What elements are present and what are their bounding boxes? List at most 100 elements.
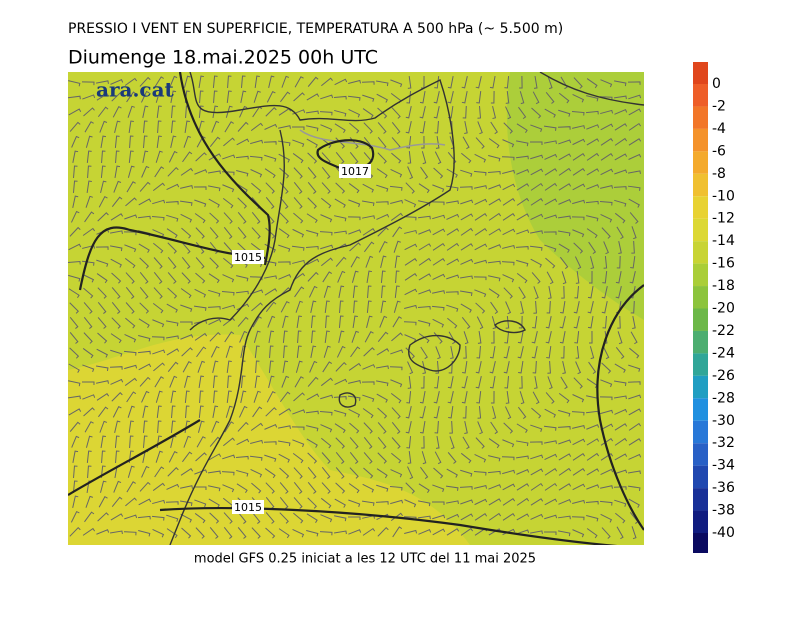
wind-barb xyxy=(460,499,474,505)
wind-barb xyxy=(115,150,120,164)
wind-barb xyxy=(586,424,600,430)
wind-barb xyxy=(473,276,487,281)
wind-barb xyxy=(516,272,528,284)
wind-barb xyxy=(129,435,134,449)
wind-barb xyxy=(127,165,135,178)
wind-barb xyxy=(68,243,82,251)
wind-barb xyxy=(434,420,439,434)
wind-barb xyxy=(240,390,247,403)
wind-barb xyxy=(572,125,586,129)
wind-barb xyxy=(307,467,317,479)
wind-barb xyxy=(557,426,571,430)
wind-barb xyxy=(603,241,609,255)
wind-barb xyxy=(630,300,635,314)
wind-barb xyxy=(350,346,361,358)
border xyxy=(299,129,446,151)
wind-barb xyxy=(446,213,460,220)
wind-barb xyxy=(505,301,512,315)
wind-barb xyxy=(488,155,501,162)
wind-barb xyxy=(207,306,221,310)
wind-barb xyxy=(278,528,290,539)
wind-barb xyxy=(95,246,109,250)
wind-barb xyxy=(110,258,122,268)
wind-barb xyxy=(137,350,151,355)
wind-barb xyxy=(631,240,635,254)
wind-barb xyxy=(193,305,207,311)
wind-barb xyxy=(283,345,288,359)
wind-barb xyxy=(197,360,206,373)
wind-barb xyxy=(573,242,584,254)
wind-barb xyxy=(405,182,415,194)
wind-barb xyxy=(237,421,249,432)
wind-barb xyxy=(558,243,570,253)
wind-barb xyxy=(601,527,611,539)
wind-barb xyxy=(432,273,446,281)
wind-barb xyxy=(306,513,318,523)
isobar-label-box xyxy=(339,164,371,178)
wind-barb xyxy=(236,469,249,477)
wind-barb xyxy=(294,76,304,88)
wind-barb xyxy=(503,122,513,134)
wind-barb xyxy=(476,390,482,404)
wind-barb xyxy=(614,137,628,146)
wind-barb xyxy=(338,330,345,343)
wind-barb xyxy=(208,185,221,192)
wind-barb xyxy=(375,201,389,205)
wind-barb xyxy=(572,153,586,161)
wind-barb xyxy=(155,90,163,103)
wind-barb xyxy=(209,257,219,269)
wind-barb xyxy=(614,109,628,115)
wind-barb xyxy=(516,169,530,175)
wind-barb xyxy=(459,186,473,190)
wind-barb xyxy=(586,452,600,461)
wind-barb xyxy=(307,182,317,194)
wind-barb xyxy=(157,120,162,134)
wind-barb xyxy=(110,78,124,85)
wind-barb xyxy=(586,168,600,176)
wind-barb xyxy=(265,301,277,313)
colorbar-label: -2 xyxy=(712,98,726,114)
wind-barb xyxy=(361,381,375,385)
wind-barb xyxy=(250,422,264,431)
wind-barb xyxy=(124,334,137,343)
wind-barb xyxy=(407,450,412,464)
wind-barb xyxy=(169,75,178,88)
wind-barb xyxy=(279,167,290,179)
wind-barb xyxy=(293,497,303,509)
wind-barb xyxy=(251,302,263,312)
wind-barb xyxy=(627,81,641,85)
wind-barb xyxy=(518,315,523,329)
wind-barb xyxy=(586,528,598,539)
colorbar-label: -28 xyxy=(712,390,735,406)
wind-barb xyxy=(530,482,544,491)
wind-barb xyxy=(96,259,109,267)
wind-barb xyxy=(125,497,137,507)
wind-barb xyxy=(157,420,162,434)
wind-barb xyxy=(488,198,502,206)
wind-barb xyxy=(278,274,292,280)
wind-barb xyxy=(124,364,138,370)
wind-barb xyxy=(335,361,347,372)
wind-barb xyxy=(68,408,82,416)
wind-barb xyxy=(573,301,580,314)
wind-barb xyxy=(87,465,92,479)
wind-barb xyxy=(599,500,613,506)
wind-barb xyxy=(419,406,426,419)
wind-barb xyxy=(112,106,122,118)
wind-barb xyxy=(446,168,458,178)
wind-barb xyxy=(222,484,235,493)
wind-barb xyxy=(137,515,151,520)
wind-barb xyxy=(152,182,165,192)
wind-barb xyxy=(325,315,330,329)
wind-barb xyxy=(293,481,303,494)
wind-barb xyxy=(403,321,417,326)
wind-barb xyxy=(530,168,544,176)
wind-barb xyxy=(547,76,553,90)
wind-barb xyxy=(320,377,333,387)
wind-barb xyxy=(349,467,359,479)
wind-barb xyxy=(544,153,558,160)
wind-barb xyxy=(446,468,458,478)
wind-barb xyxy=(529,441,543,445)
colorbar-swatch xyxy=(693,398,708,421)
wind-barb xyxy=(376,80,389,87)
